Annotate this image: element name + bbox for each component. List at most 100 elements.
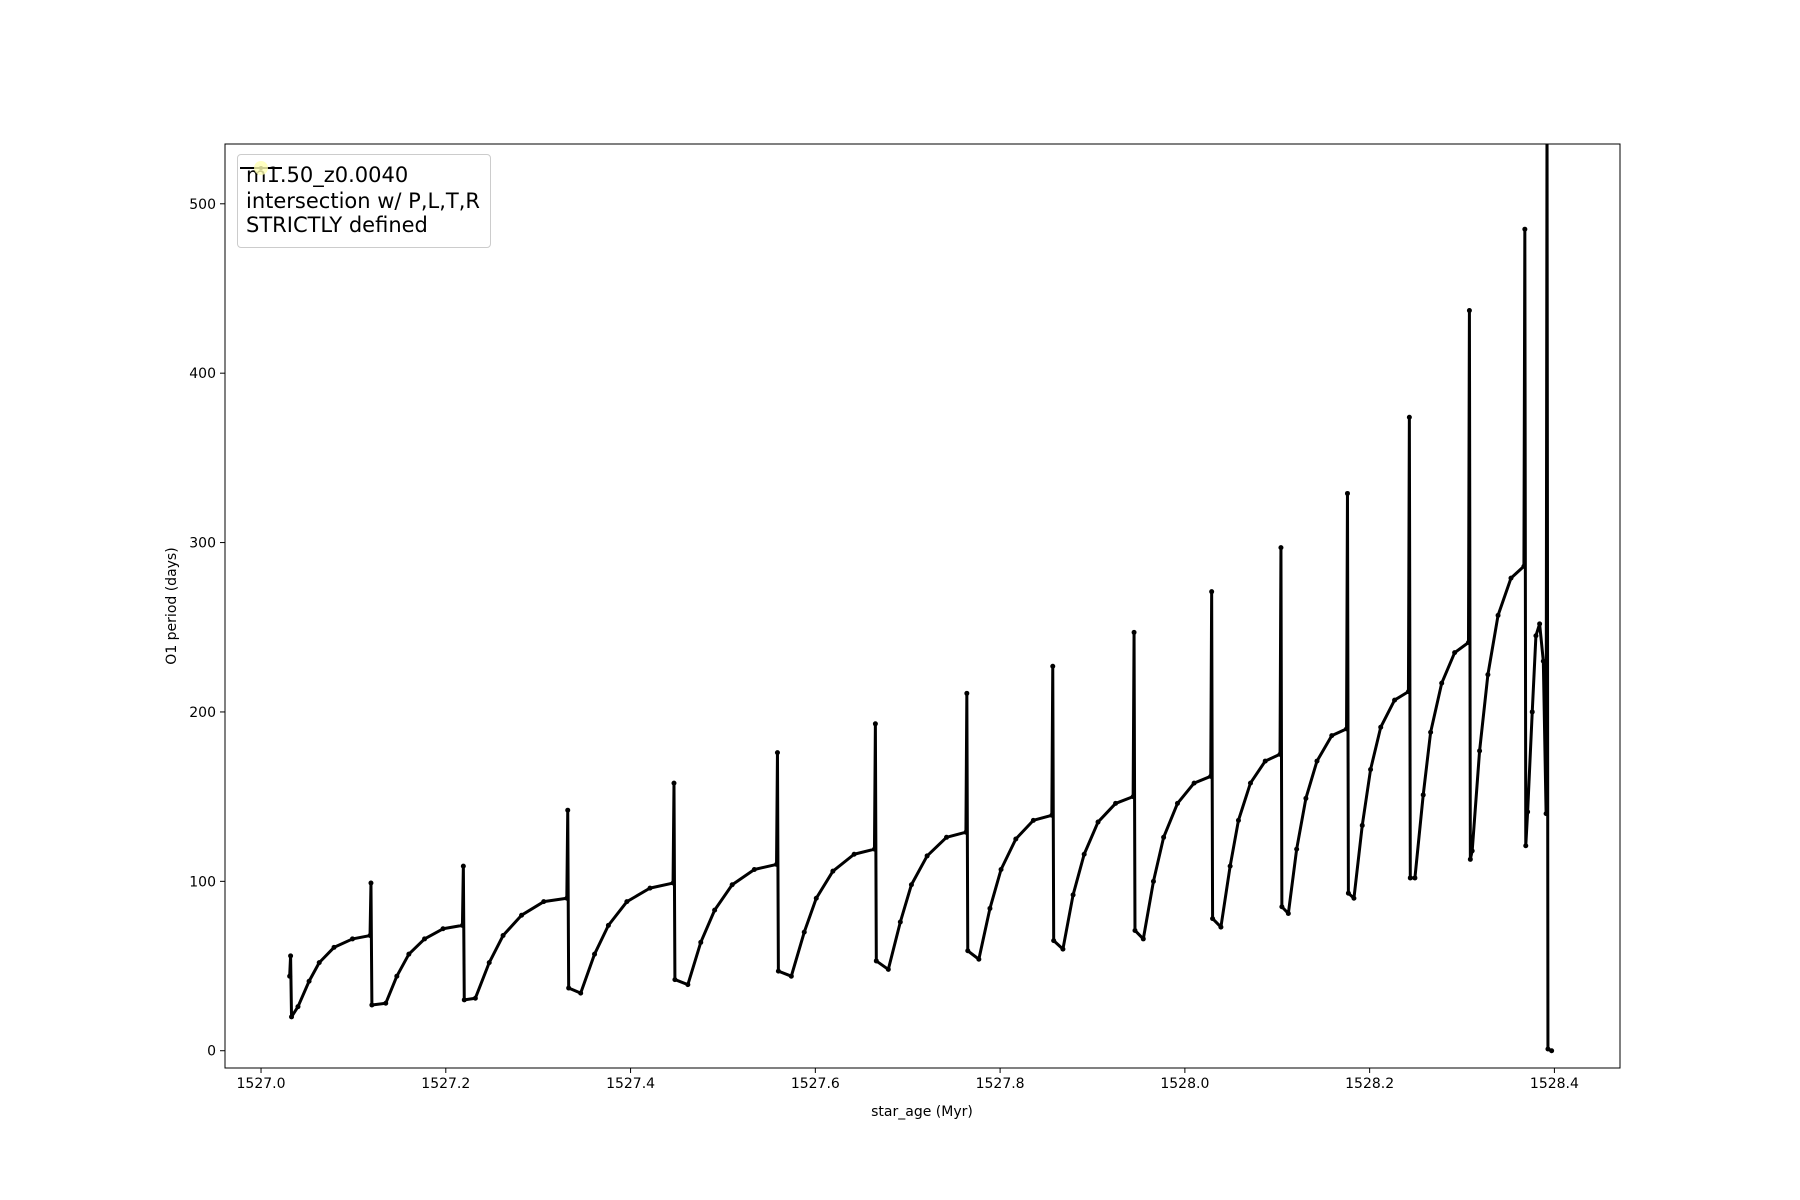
data-point: [1060, 946, 1066, 952]
plot-area: [287, 100, 1555, 1054]
data-point: [987, 905, 993, 911]
data-point: [1140, 936, 1146, 942]
data-point: [851, 851, 857, 857]
data-point: [788, 973, 794, 979]
data-point: [1359, 822, 1365, 828]
data-point: [685, 982, 691, 988]
data-point: [1405, 689, 1411, 695]
data-point: [1174, 800, 1180, 806]
y-tick-label: 400: [189, 366, 216, 382]
data-point: [897, 919, 903, 925]
data-point: [287, 973, 293, 979]
data-point: [460, 863, 466, 869]
y-tick-label: 0: [207, 1044, 216, 1060]
data-point: [712, 907, 718, 913]
data-point: [605, 922, 611, 928]
data-point: [1465, 640, 1471, 646]
data-point: [698, 939, 704, 945]
data-point: [500, 933, 506, 939]
data-point: [813, 895, 819, 901]
data-point: [1412, 875, 1418, 881]
data-point: [1508, 575, 1514, 581]
data-point: [976, 956, 982, 962]
data-point: [963, 829, 969, 835]
data-point: [965, 948, 971, 954]
data-point: [566, 985, 572, 991]
data-point: [578, 990, 584, 996]
y-axis-label: O1 period (days): [164, 547, 180, 664]
data-point: [1235, 817, 1241, 823]
x-tick-label: 1528.4: [1530, 1076, 1579, 1092]
data-point: [1095, 819, 1101, 825]
data-point: [1452, 650, 1458, 656]
data-point: [1294, 846, 1300, 852]
data-point: [1279, 904, 1285, 910]
data-point: [289, 1014, 295, 1020]
data-point: [671, 780, 677, 786]
y-tick-label: 200: [189, 705, 216, 721]
data-point: [1529, 709, 1535, 715]
x-tick-label: 1527.8: [976, 1076, 1025, 1092]
series-line: [288, 144, 1553, 1053]
data-point: [729, 882, 735, 888]
data-point: [1132, 927, 1138, 933]
x-tick-label: 1527.0: [237, 1076, 286, 1092]
data-point: [1247, 780, 1253, 786]
data-point: [1368, 767, 1374, 773]
data-point: [1081, 851, 1087, 857]
data-point: [885, 966, 891, 972]
data-point: [1314, 758, 1320, 764]
data-point: [472, 995, 478, 1001]
data-point: [369, 1002, 375, 1008]
data-point: [871, 846, 877, 852]
data-point: [1545, 100, 1550, 105]
data-point: [1113, 800, 1119, 806]
data-point: [367, 933, 373, 939]
data-point: [872, 721, 878, 727]
data-point: [1050, 663, 1056, 669]
data-point: [830, 868, 836, 874]
data-point: [1191, 780, 1197, 786]
data-point: [349, 936, 355, 942]
data-point: [519, 912, 525, 918]
data-point: [998, 866, 1004, 872]
data-point: [624, 899, 630, 905]
x-tick-label: 1528.0: [1160, 1076, 1209, 1092]
legend-entry: m1.50_z0.0040: [240, 163, 480, 187]
data-point: [1262, 758, 1268, 764]
y-tick-label: 300: [189, 536, 216, 552]
data-point: [295, 1004, 301, 1010]
x-tick-label: 1527.2: [421, 1076, 470, 1092]
data-point: [1523, 843, 1529, 849]
data-point: [1392, 697, 1398, 703]
data-point: [944, 834, 950, 840]
data-point: [565, 807, 571, 813]
x-tick-label: 1527.6: [791, 1076, 840, 1092]
data-point: [1521, 563, 1527, 569]
data-point: [1540, 658, 1546, 664]
data-point: [486, 960, 492, 966]
data-point: [1467, 856, 1473, 862]
data-point: [368, 880, 374, 886]
data-point: [1209, 589, 1215, 595]
data-point: [1344, 726, 1350, 732]
data-point: [1303, 795, 1309, 801]
data-point: [964, 690, 970, 696]
data-point: [1378, 724, 1384, 730]
data-point: [1277, 751, 1283, 757]
data-point: [1537, 621, 1543, 627]
data-point: [1161, 834, 1167, 840]
data-point: [751, 866, 757, 872]
data-point: [1131, 629, 1137, 635]
data-point: [1049, 812, 1055, 818]
data-point: [1406, 414, 1412, 420]
data-point: [801, 929, 807, 935]
data-point: [564, 895, 570, 901]
data-point: [1013, 836, 1019, 842]
data-point: [1285, 911, 1291, 917]
data-point: [461, 997, 467, 1003]
y-tick-label: 500: [189, 197, 216, 213]
data-point: [1351, 895, 1357, 901]
